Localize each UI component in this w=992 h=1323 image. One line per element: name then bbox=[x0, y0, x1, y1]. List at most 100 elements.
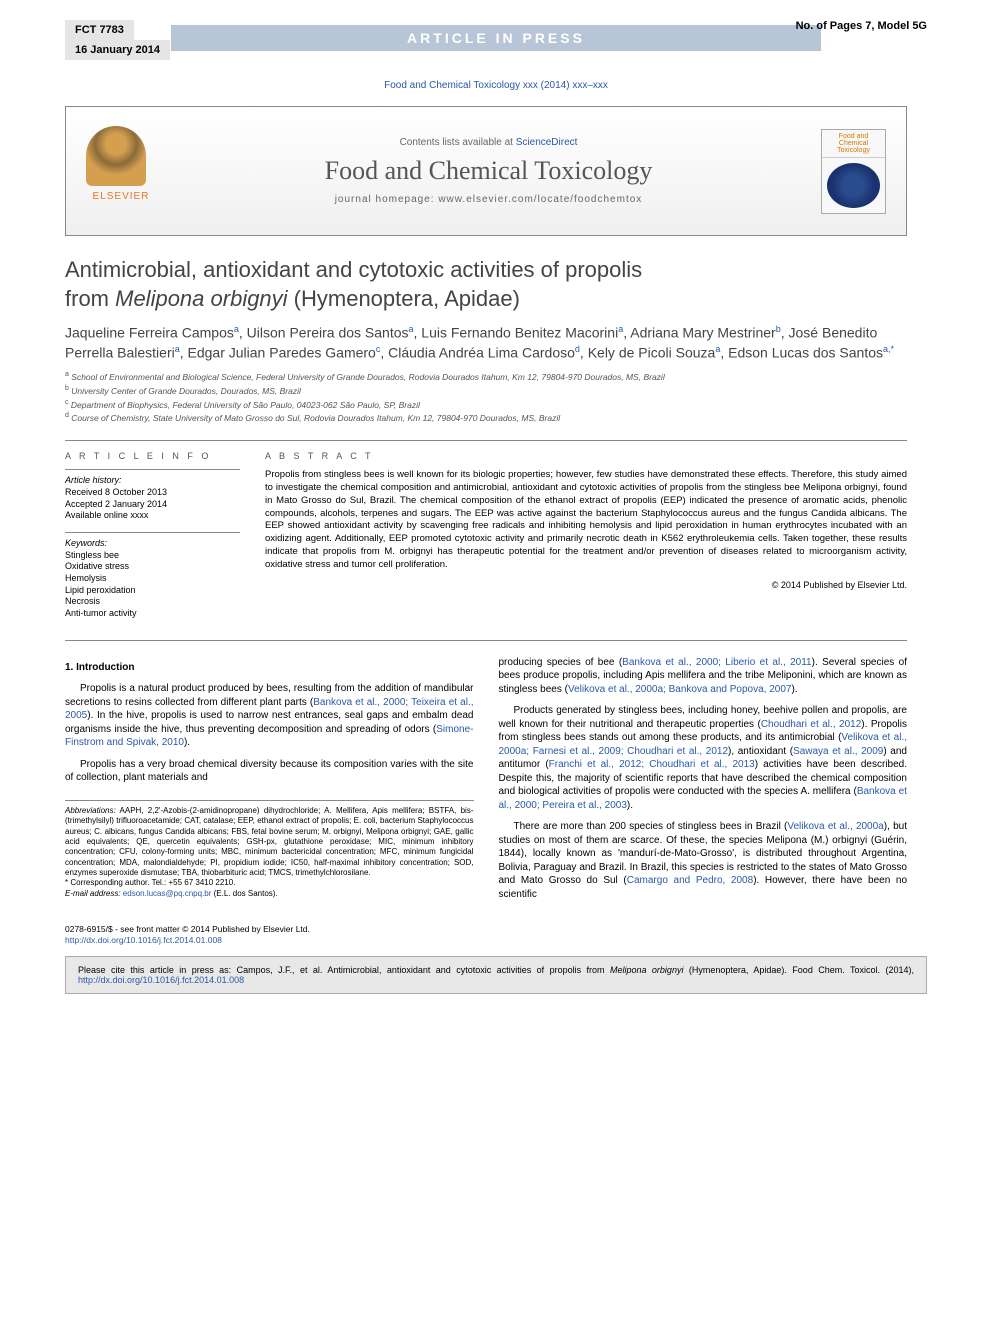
aff-c-text: Department of Biophysics, Federal Univer… bbox=[71, 400, 420, 410]
kw2: Oxidative stress bbox=[65, 561, 240, 573]
p4f: ). bbox=[627, 800, 633, 811]
history-block: Article history: Received 8 October 2013… bbox=[65, 469, 240, 522]
author-9-aff: a, bbox=[883, 344, 891, 354]
elsevier-text: ELSEVIER bbox=[86, 191, 156, 202]
cite-species: Melipona orbignyi bbox=[610, 965, 683, 975]
proof-header: FCT 7783 16 January 2014 ARTICLE IN PRES… bbox=[0, 0, 992, 70]
title-line2-pre: from bbox=[65, 286, 115, 311]
p4-link4[interactable]: Franchi et al., 2012; Choudhari et al., … bbox=[549, 759, 755, 770]
online: Available online xxxx bbox=[65, 510, 240, 522]
keywords-block: Keywords: Stingless bee Oxidative stress… bbox=[65, 532, 240, 620]
abstract-column: A B S T R A C T Propolis from stingless … bbox=[265, 451, 907, 630]
cite-doi-link[interactable]: http://dx.doi.org/10.1016/j.fct.2014.01.… bbox=[78, 975, 244, 985]
cite-pre: Please cite this article in press as: Ca… bbox=[78, 965, 610, 975]
copyright: © 2014 Published by Elsevier Ltd. bbox=[265, 580, 907, 590]
author-6: , Edgar Julian Paredes Gamero bbox=[180, 344, 376, 360]
front-matter: 0278-6915/$ - see front matter © 2014 Pu… bbox=[65, 924, 310, 934]
corr-author: * Corresponding author. Tel.: +55 67 341… bbox=[65, 878, 474, 888]
keywords-label: Keywords: bbox=[65, 538, 240, 550]
title-line2-post: (Hymenoptera, Apidae) bbox=[288, 286, 520, 311]
p5-link1[interactable]: Velikova et al., 2000a bbox=[787, 821, 883, 832]
para-2: Propolis has a very broad chemical diver… bbox=[65, 758, 474, 785]
authors: Jaqueline Ferreira Camposa, Uilson Perei… bbox=[65, 323, 907, 362]
email-label: E-mail address: bbox=[65, 889, 123, 898]
elsevier-logo: ELSEVIER bbox=[86, 126, 156, 216]
elsevier-tree-icon bbox=[86, 126, 146, 186]
aff-c: c Department of Biophysics, Federal Univ… bbox=[65, 398, 907, 412]
corresponding-mark: * bbox=[891, 344, 895, 354]
abstract-text: Propolis from stingless bees is well kno… bbox=[265, 469, 907, 572]
author-3: , Luis Fernando Benitez Macorini bbox=[414, 325, 619, 341]
kw1: Stingless bee bbox=[65, 550, 240, 562]
info-header: A R T I C L E I N F O bbox=[65, 451, 240, 461]
title-line1: Antimicrobial, antioxidant and cytotoxic… bbox=[65, 257, 642, 282]
author-4: , Adriana Mary Mestriner bbox=[623, 325, 776, 341]
abstract-header: A B S T R A C T bbox=[265, 451, 907, 461]
p5-link2[interactable]: Camargo and Pedro, 2008 bbox=[627, 875, 753, 886]
received: Received 8 October 2013 bbox=[65, 487, 240, 499]
author-2: , Uilson Pereira dos Santos bbox=[239, 325, 409, 341]
kw5: Necrosis bbox=[65, 596, 240, 608]
cite-post: (Hymenoptera, Apidae). Food Chem. Toxico… bbox=[683, 965, 914, 975]
article-in-press-banner: ARTICLE IN PRESS bbox=[171, 25, 821, 51]
para-4: Products generated by stingless bees, in… bbox=[499, 704, 908, 812]
p3a: producing species of bee ( bbox=[499, 657, 623, 668]
p3-link2[interactable]: Velikova et al., 2000a; Bankova and Popo… bbox=[568, 684, 792, 695]
proof-model: No. of Pages 7, Model 5G bbox=[796, 20, 927, 32]
proof-date: 16 January 2014 bbox=[65, 40, 170, 60]
sciencedirect-link[interactable]: ScienceDirect bbox=[516, 137, 578, 148]
p3-link1[interactable]: Bankova et al., 2000; Liberio et al., 20… bbox=[622, 657, 811, 668]
email-post: (E.L. dos Santos). bbox=[211, 889, 277, 898]
intro-heading: 1. Introduction bbox=[65, 661, 474, 675]
para-5: There are more than 200 species of sting… bbox=[499, 820, 908, 901]
p4-link1[interactable]: Choudhari et al., 2012 bbox=[761, 719, 861, 730]
aff-a: a School of Environmental and Biological… bbox=[65, 370, 907, 384]
contents-pre: Contents lists available at bbox=[400, 137, 516, 148]
journal-cover: Food and Chemical Toxicology bbox=[821, 129, 886, 214]
p5a: There are more than 200 species of sting… bbox=[514, 821, 788, 832]
title-species: Melipona orbignyi bbox=[115, 286, 287, 311]
body-col-left: 1. Introduction Propolis is a natural pr… bbox=[65, 656, 474, 910]
kw4: Lipid peroxidation bbox=[65, 585, 240, 597]
abbrev-label: Abbreviations: bbox=[65, 806, 116, 815]
author-9: , Edson Lucas dos Santos bbox=[720, 344, 883, 360]
p1b: ). In the hive, propolis is used to narr… bbox=[65, 710, 474, 735]
kw3: Hemolysis bbox=[65, 573, 240, 585]
body-col-right: producing species of bee (Bankova et al.… bbox=[499, 656, 908, 910]
author-1: Jaqueline Ferreira Campos bbox=[65, 325, 234, 341]
contents-line: Contents lists available at ScienceDirec… bbox=[156, 137, 821, 148]
para-1: Propolis is a natural product produced b… bbox=[65, 682, 474, 750]
aff-d: d Course of Chemistry, State University … bbox=[65, 411, 907, 425]
para-3: producing species of bee (Bankova et al.… bbox=[499, 656, 908, 697]
cover-logo-icon bbox=[827, 163, 880, 208]
citation-header: Food and Chemical Toxicology xxx (2014) … bbox=[0, 80, 992, 91]
aff-b: b University Center of Grande Dourados, … bbox=[65, 384, 907, 398]
journal-header: ELSEVIER Contents lists available at Sci… bbox=[65, 106, 907, 236]
journal-homepage: journal homepage: www.elsevier.com/locat… bbox=[156, 194, 821, 205]
doi-link[interactable]: http://dx.doi.org/10.1016/j.fct.2014.01.… bbox=[65, 935, 222, 945]
aff-d-text: Course of Chemistry, State University of… bbox=[71, 413, 560, 423]
article-info: A R T I C L E I N F O Article history: R… bbox=[65, 451, 265, 630]
content-wrap: Antimicrobial, antioxidant and cytotoxic… bbox=[0, 256, 992, 909]
cover-label: Food and Chemical Toxicology bbox=[822, 130, 885, 158]
info-abstract-wrap: A R T I C L E I N F O Article history: R… bbox=[65, 440, 907, 641]
aff-a-text: School of Environmental and Biological S… bbox=[71, 372, 664, 382]
abbrev-text: AAPH, 2,2'-Azobis-(2-amidinopropane) dih… bbox=[65, 806, 474, 877]
email-line: E-mail address: edson.lucas@pq.cnpq.br (… bbox=[65, 889, 474, 899]
footnotes: Abbreviations: AAPH, 2,2'-Azobis-(2-amid… bbox=[65, 800, 474, 900]
accepted: Accepted 2 January 2014 bbox=[65, 499, 240, 511]
body-columns: 1. Introduction Propolis is a natural pr… bbox=[65, 656, 907, 910]
article-title: Antimicrobial, antioxidant and cytotoxic… bbox=[65, 256, 907, 313]
bottom-line: 0278-6915/$ - see front matter © 2014 Pu… bbox=[65, 924, 907, 946]
affiliations: a School of Environmental and Biological… bbox=[65, 370, 907, 425]
p1c: ). bbox=[184, 737, 190, 748]
kw6: Anti-tumor activity bbox=[65, 608, 240, 620]
p4c: ), antioxidant ( bbox=[728, 746, 793, 757]
p4-link3[interactable]: Sawaya et al., 2009 bbox=[793, 746, 883, 757]
proof-code: FCT 7783 bbox=[65, 20, 134, 40]
author-7: , Cláudia Andréa Lima Cardoso bbox=[380, 344, 575, 360]
p3c: ). bbox=[792, 684, 798, 695]
email-link[interactable]: edson.lucas@pq.cnpq.br bbox=[123, 889, 212, 898]
history-label: Article history: bbox=[65, 475, 240, 487]
aff-b-text: University Center of Grande Dourados, Do… bbox=[71, 386, 301, 396]
